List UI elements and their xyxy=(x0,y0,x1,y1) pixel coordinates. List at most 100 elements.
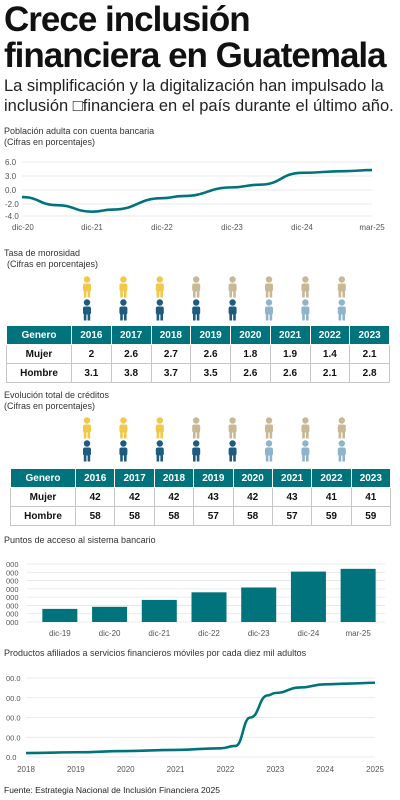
table-header-year: 2016 xyxy=(71,325,112,345)
table-header-year: 2020 xyxy=(230,325,271,345)
chart4-bar xyxy=(290,571,326,622)
table-cell: 42 xyxy=(232,487,273,507)
chart4-bar xyxy=(92,606,128,622)
table-header-genero: Genero xyxy=(6,325,72,345)
person-icon xyxy=(337,299,346,321)
chart5-ytick: 00.0 xyxy=(6,694,21,703)
table-cell: 3.1 xyxy=(71,363,112,383)
chart4-bar xyxy=(191,592,227,622)
chart4-xtick: dic-19 xyxy=(49,629,71,638)
chart1-xtick: dic-22 xyxy=(151,223,173,232)
person-icon xyxy=(119,417,128,439)
chart4-xtick: dic-20 xyxy=(99,629,121,638)
chart1-ytick: 6.0 xyxy=(5,158,17,167)
person-icon xyxy=(301,276,310,298)
table-cell: 2.6 xyxy=(230,363,271,383)
table-row: Hombre 3.1 3.8 3.7 3.5 2.6 2.6 2.1 2.8 xyxy=(6,363,390,383)
person-icon xyxy=(155,417,164,439)
person-icon xyxy=(337,276,346,298)
table-row: Hombre 58 58 58 57 58 57 59 59 xyxy=(10,506,392,526)
chart5-xtick: 2022 xyxy=(217,765,235,774)
person-icon xyxy=(83,299,91,321)
person-icon xyxy=(192,276,201,298)
person-icon xyxy=(265,417,273,439)
page-title: Crece inclusión financiera en Guatemala xyxy=(4,0,387,75)
table-cell: 3.7 xyxy=(150,363,192,383)
table-cell: 43 xyxy=(193,487,234,507)
person-icon xyxy=(155,276,164,298)
person-icon xyxy=(265,440,273,462)
chart4-ytick: 000 xyxy=(6,568,19,577)
chart4-bar xyxy=(340,568,376,622)
chart2-title: Tasa de morosidad xyxy=(4,248,81,258)
table-cell: 1.9 xyxy=(269,344,311,364)
chart1-xtick: mar-25 xyxy=(359,223,385,232)
table-cell: 2.1 xyxy=(309,363,351,383)
person-icon xyxy=(83,440,91,462)
table-header-year: 2018 xyxy=(153,468,195,488)
person-icon xyxy=(119,299,128,321)
person-icon xyxy=(301,417,310,439)
chart4-bar xyxy=(141,599,177,622)
table-cell: 2.1 xyxy=(349,344,390,364)
table-header-year: 2018 xyxy=(150,325,192,345)
person-icon xyxy=(192,440,201,462)
table-cell: 1.4 xyxy=(309,344,351,364)
person-icon xyxy=(265,276,273,298)
table-cell: 43 xyxy=(271,487,313,507)
table-cell: 2.6 xyxy=(110,344,152,364)
table-row-label: Mujer xyxy=(10,487,76,507)
person-icon xyxy=(192,299,201,321)
table-header-year: 2017 xyxy=(114,468,155,488)
table-cell: 59 xyxy=(311,506,352,526)
chart4-xtick: dic-23 xyxy=(248,629,270,638)
chart4-ytick: 000 xyxy=(6,593,19,602)
chart1-title: Población adulta con cuenta bancaria xyxy=(4,126,155,136)
person-icon xyxy=(83,276,91,298)
chart1-series-line xyxy=(21,168,373,213)
chart1-xtick: dic-20 xyxy=(12,223,34,232)
person-icon xyxy=(155,440,164,462)
chart4-xtick: mar-25 xyxy=(345,629,371,638)
chart1-ytick: -2.0 xyxy=(5,200,19,209)
table-header-year: 2019 xyxy=(190,325,231,345)
chart1-ytick: -4.0 xyxy=(5,212,19,221)
chart2-title-block: Tasa de morosidad (Cifras en porcentajes… xyxy=(4,248,98,270)
chart5-ytick: 0.0 xyxy=(6,753,16,762)
chart5-title: Productos afiliados a servicios financie… xyxy=(4,648,307,658)
table-cell: 59 xyxy=(350,506,392,526)
page-subtitle: La simplificación y la digitalización ha… xyxy=(4,77,394,115)
chart4-ytick: 000 xyxy=(6,560,19,569)
bank-account-line-chart: 6.0 3.0 0.0 -2.0 -4.0 dic-20 dic-21 dic-22 dic-2… xyxy=(5,158,385,232)
person-icon xyxy=(119,440,128,462)
table-cell: 41 xyxy=(311,487,352,507)
table-cell: 58 xyxy=(114,506,155,526)
table-header-year: 2023 xyxy=(350,468,392,488)
table-cell: 58 xyxy=(74,506,116,526)
table-cell: 42 xyxy=(114,487,155,507)
chart1-ytick: 0.0 xyxy=(5,186,17,195)
person-icon xyxy=(155,299,164,321)
chart4-ytick: 000 xyxy=(6,610,19,619)
table-header-year: 2016 xyxy=(74,468,116,488)
chart4-xtick: dic-22 xyxy=(198,629,220,638)
table-header-year: 2022 xyxy=(311,468,352,488)
chart5-ytick: 00.0 xyxy=(6,733,21,742)
chart4-ytick: 000 xyxy=(6,577,19,586)
chart5-xtick: 2025 xyxy=(366,765,384,774)
credit-table: Genero 2016 2017 2018 2019 2020 2021 2022 2023 Mu… xyxy=(10,468,392,526)
chart4-bar xyxy=(42,608,78,622)
person-icon xyxy=(83,417,91,439)
table-cell: 2.6 xyxy=(269,363,311,383)
chart4-xtick: dic-21 xyxy=(148,629,170,638)
chart5-ytick: 00.0 xyxy=(6,714,21,723)
chart5-ytick: 00.0 xyxy=(6,674,21,683)
chart4-title: Puntos de acceso al sistema bancario xyxy=(4,535,156,545)
chart5-xtick: 2023 xyxy=(266,765,284,774)
source-note: Fuente: Estrategia Nacional de Inclusión… xyxy=(4,785,220,795)
person-icon xyxy=(337,417,346,439)
person-icon xyxy=(228,417,237,439)
person-icon xyxy=(228,440,237,462)
person-icon xyxy=(265,299,273,321)
